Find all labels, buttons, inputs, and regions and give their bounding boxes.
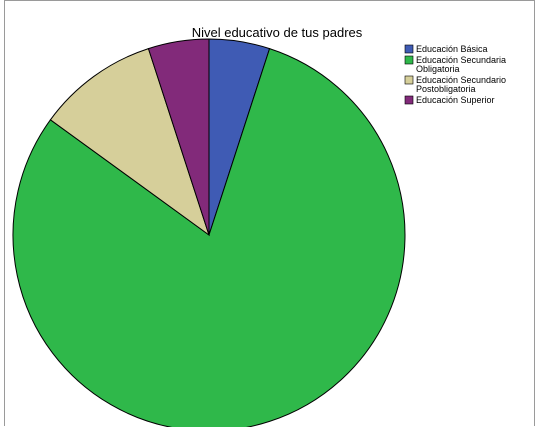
- pie-slice-3: [49, 47, 210, 237]
- pie-slice-2: [12, 47, 406, 427]
- legend-label-1: Educación Básica: [416, 44, 488, 54]
- legend-label-3: Educación Secundario: [416, 75, 506, 85]
- pie-slice-4: [147, 38, 210, 236]
- legend-swatch-3: [404, 75, 414, 85]
- legend-label-3: Postobligatoria: [416, 84, 476, 94]
- legend-swatch-1: [404, 44, 414, 54]
- legend-label-2: Obligatoria: [416, 64, 460, 74]
- pie-chart: Nivel educativo de tus padres Educación …: [12, 25, 506, 427]
- legend-label-2: Educación Secundaria: [416, 55, 506, 65]
- legend-swatch-2: [404, 55, 414, 65]
- legend-swatch-4: [404, 95, 414, 105]
- pie-slices: [12, 38, 406, 427]
- legend-label-4: Educación Superior: [416, 95, 495, 105]
- chart-title: Nivel educativo de tus padres: [192, 25, 363, 40]
- chart-frame: Nivel educativo de tus padres Educación …: [4, 0, 535, 427]
